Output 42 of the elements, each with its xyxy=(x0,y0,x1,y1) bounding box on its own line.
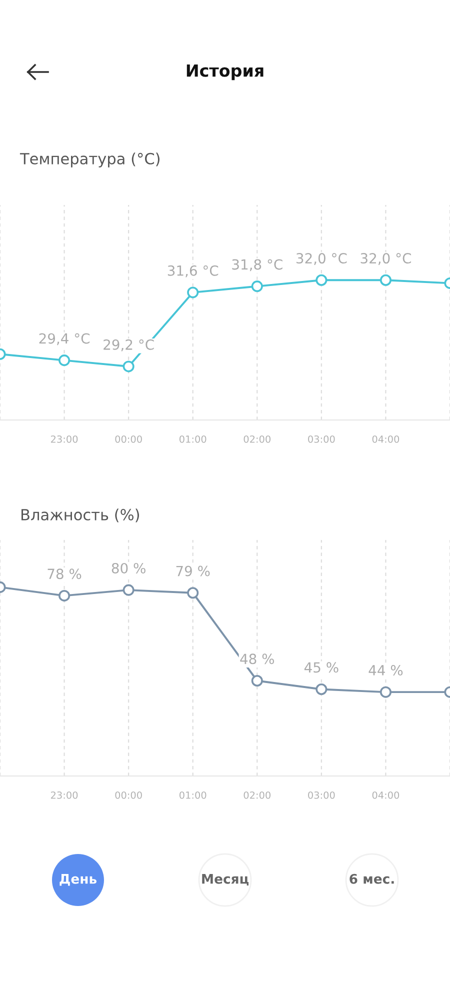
data-label: 45 % xyxy=(304,662,338,673)
text: История xyxy=(186,64,264,80)
data-label: 32,0 °C xyxy=(296,253,347,265)
x-tick-label: 01:00 xyxy=(179,435,206,443)
point xyxy=(380,274,392,286)
point xyxy=(251,674,263,687)
point xyxy=(187,286,199,298)
x-tick-label: 00:00 xyxy=(115,791,142,799)
chart-title: Влажность (%) xyxy=(22,508,139,522)
x-tick-label: 02:00 xyxy=(244,791,271,799)
data-label: 79 % xyxy=(176,566,210,576)
data-label: 48 % xyxy=(240,654,274,664)
point xyxy=(316,274,328,286)
point xyxy=(58,590,70,602)
chart-title: Температура (°C) xyxy=(20,152,160,168)
x-tick-label: 03:00 xyxy=(308,791,335,799)
x-tick-label: 23:00 xyxy=(50,435,78,443)
data-label: 80 % xyxy=(112,562,146,574)
text: Месяц xyxy=(202,874,249,886)
point xyxy=(380,686,392,698)
data-label: 78 % xyxy=(48,568,82,580)
point xyxy=(316,683,328,696)
x-tick-label: 04:00 xyxy=(372,791,400,799)
data-label: 32,0 °C xyxy=(360,253,411,265)
data-label: 29,4 °C xyxy=(39,333,90,346)
point xyxy=(251,280,263,292)
data-label: 31,6 °C xyxy=(168,265,218,278)
x-tick-label: 02:00 xyxy=(244,435,271,443)
x-tick-label: 00:00 xyxy=(115,435,142,443)
point xyxy=(58,354,70,366)
x-tick-label: 23:00 xyxy=(50,791,78,799)
data-label: 31,8 °C xyxy=(232,259,282,272)
point xyxy=(122,360,134,372)
x-tick-label: 03:00 xyxy=(308,435,335,443)
data-label: 29,2 °C xyxy=(104,339,154,352)
text: 6 мес. xyxy=(350,874,394,884)
x-tick-label: 01:00 xyxy=(179,791,206,799)
x-tick-label: 04:00 xyxy=(372,435,400,443)
point xyxy=(122,584,134,596)
text: День xyxy=(60,874,96,886)
data-label: 44 % xyxy=(368,665,403,676)
point xyxy=(187,587,199,599)
